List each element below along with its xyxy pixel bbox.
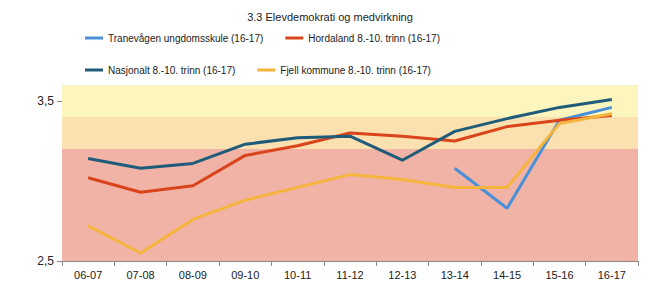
- svg-text:12-13: 12-13: [388, 269, 416, 281]
- svg-text:Tranevågen ungdomsskule (16-17: Tranevågen ungdomsskule (16-17): [108, 33, 263, 44]
- svg-text:11-12: 11-12: [336, 269, 363, 281]
- svg-text:13-14: 13-14: [441, 269, 469, 281]
- svg-text:09-10: 09-10: [231, 269, 259, 281]
- svg-text:3.3 Elevdemokrati og medvirkni: 3.3 Elevdemokrati og medvirkning: [247, 11, 413, 23]
- svg-text:Fjell kommune 8.-10. trinn (16: Fjell kommune 8.-10. trinn (16-17): [280, 65, 431, 76]
- svg-text:15-16: 15-16: [545, 269, 573, 281]
- svg-text:Hordaland 8.-10. trinn (16-17): Hordaland 8.-10. trinn (16-17): [308, 33, 440, 44]
- svg-text:10-11: 10-11: [284, 269, 311, 281]
- svg-text:07-08: 07-08: [126, 269, 154, 281]
- svg-text:2,5: 2,5: [37, 254, 54, 268]
- svg-text:06-07: 06-07: [74, 269, 102, 281]
- svg-text:08-09: 08-09: [179, 269, 207, 281]
- svg-text:16-17: 16-17: [598, 269, 626, 281]
- svg-text:14-15: 14-15: [493, 269, 521, 281]
- svg-text:Nasjonalt 8.-10. trinn (16-17): Nasjonalt 8.-10. trinn (16-17): [108, 65, 235, 76]
- svg-text:3,5: 3,5: [37, 94, 54, 108]
